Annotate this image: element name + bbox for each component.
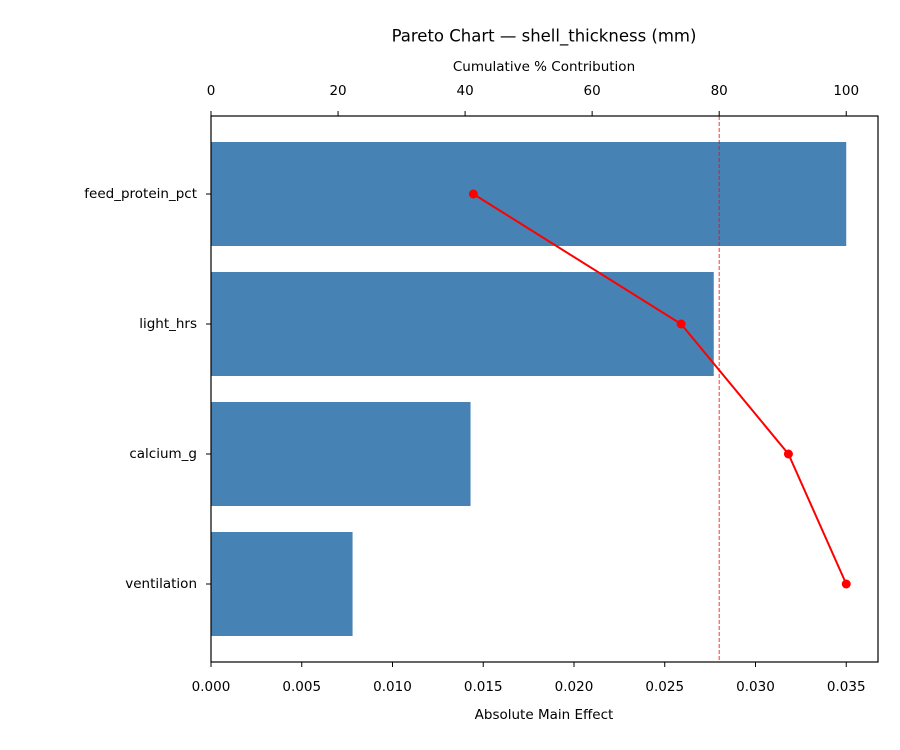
x2-axis-label: Cumulative % Contribution — [453, 59, 635, 75]
x2-tick-label: 20 — [329, 83, 346, 99]
cumulative-point — [468, 189, 478, 199]
plot-frame — [210, 115, 879, 663]
y-tick-label: calcium_g — [129, 446, 197, 462]
cumulative-point — [841, 579, 851, 589]
cumulative-point — [783, 449, 793, 459]
y-tick-label: feed_protein_pct — [84, 186, 197, 202]
y-tick-label: light_hrs — [139, 316, 197, 332]
x-tick-label: 0.030 — [736, 679, 775, 695]
x2-tick-label: 80 — [711, 83, 728, 99]
x-tick-label: 0.010 — [373, 679, 412, 695]
bar — [211, 532, 353, 636]
bar — [211, 272, 714, 376]
x-tick-label: 0.025 — [645, 679, 684, 695]
bar — [211, 402, 471, 506]
y-tick-label: ventilation — [125, 576, 197, 592]
x-tick-label: 0.035 — [827, 679, 866, 695]
bar — [211, 142, 847, 246]
x2-tick-label: 60 — [584, 83, 601, 99]
x-tick-label: 0.020 — [555, 679, 594, 695]
x-tick-label: 0.005 — [282, 679, 321, 695]
cumulative-line — [472, 193, 848, 585]
chart-title: Pareto Chart — shell_thickness (mm) — [392, 27, 697, 47]
x-tick-label: 0.015 — [464, 679, 503, 695]
x-tick-label: 0.000 — [192, 679, 231, 695]
cumulative-point — [676, 319, 686, 329]
x2-tick-label: 100 — [833, 83, 859, 99]
x2-tick-label: 40 — [457, 83, 474, 99]
x2-tick-label: 0 — [207, 83, 216, 99]
x-axis-label: Absolute Main Effect — [475, 707, 614, 723]
